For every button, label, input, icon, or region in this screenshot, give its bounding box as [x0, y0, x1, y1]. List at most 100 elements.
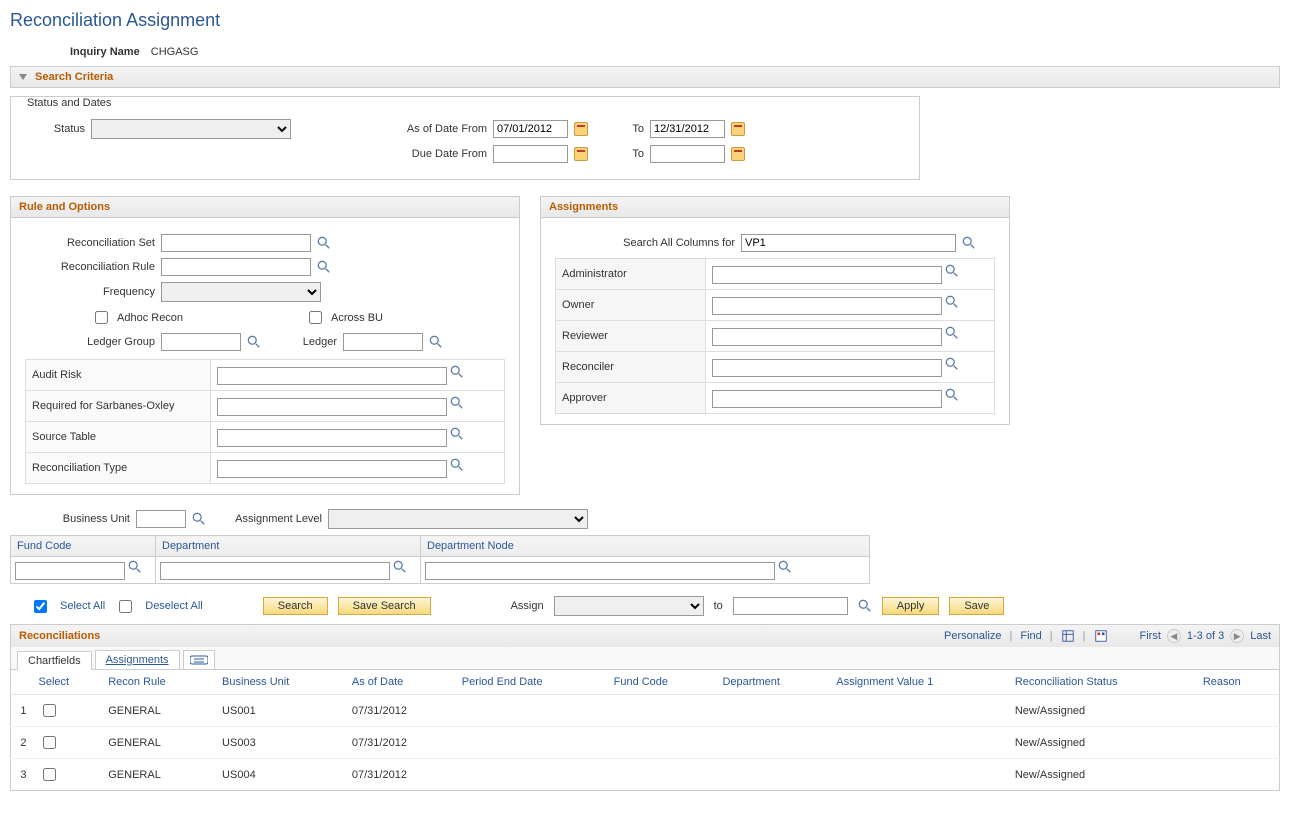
due-to-input[interactable] — [650, 145, 725, 163]
lookup-icon[interactable] — [128, 560, 142, 574]
department-node-input[interactable] — [425, 562, 775, 580]
frequency-select[interactable] — [161, 282, 321, 302]
search-button[interactable]: Search — [263, 597, 328, 615]
deselect-all-link[interactable]: Deselect All — [145, 600, 202, 612]
status-select[interactable] — [91, 119, 291, 139]
calendar-icon[interactable] — [731, 122, 745, 136]
recon-set-input[interactable] — [161, 234, 311, 252]
department-input[interactable] — [160, 562, 390, 580]
recon-rule-input[interactable] — [161, 258, 311, 276]
select-all-checkbox[interactable] — [34, 600, 47, 613]
search-all-input[interactable] — [741, 234, 956, 252]
due-from-input[interactable] — [493, 145, 568, 163]
deselect-all-checkbox[interactable] — [119, 600, 132, 613]
row-select-checkbox[interactable] — [43, 704, 56, 717]
ledger-input[interactable] — [343, 333, 423, 351]
lookup-icon[interactable] — [393, 560, 407, 574]
lookup-icon[interactable] — [945, 388, 959, 402]
save-search-button[interactable]: Save Search — [338, 597, 431, 615]
assignment-level-label: Assignment Level — [212, 513, 322, 525]
calendar-icon[interactable] — [574, 122, 588, 136]
download-icon[interactable] — [1094, 629, 1108, 643]
next-page-button[interactable]: ▶ — [1230, 629, 1244, 643]
inquiry-name-row: Inquiry Name CHGASG — [70, 46, 1280, 58]
last-label[interactable]: Last — [1250, 630, 1271, 642]
grid-column-header[interactable]: Period End Date — [456, 670, 608, 695]
lookup-icon[interactable] — [945, 326, 959, 340]
lookup-icon[interactable] — [247, 335, 261, 349]
tab-assignments[interactable]: Assignments — [95, 650, 180, 669]
grid-column-header[interactable]: As of Date — [346, 670, 456, 695]
lookup-icon[interactable] — [450, 427, 464, 441]
recon-set-label: Reconciliation Set — [25, 237, 155, 249]
apply-button[interactable]: Apply — [882, 597, 940, 615]
as-of-to-input[interactable] — [650, 120, 725, 138]
assignment-role-label: Administrator — [556, 259, 706, 290]
lookup-icon[interactable] — [429, 335, 443, 349]
assign-select[interactable] — [554, 596, 704, 616]
lookup-icon[interactable] — [450, 365, 464, 379]
tab-chartfields[interactable]: Chartfields — [17, 651, 92, 670]
option-attr-input[interactable] — [217, 429, 447, 447]
ledger-group-input[interactable] — [161, 333, 241, 351]
cell-recon-rule: GENERAL — [102, 727, 216, 759]
as-of-from-input[interactable] — [493, 120, 568, 138]
assignment-level-select[interactable] — [328, 509, 588, 529]
across-bu-label: Across BU — [331, 312, 383, 324]
lookup-icon[interactable] — [317, 260, 331, 274]
grid-column-header[interactable]: Department — [716, 670, 830, 695]
fund-code-input[interactable] — [15, 562, 125, 580]
calendar-icon[interactable] — [574, 147, 588, 161]
save-button[interactable]: Save — [949, 597, 1004, 615]
lookup-icon[interactable] — [945, 264, 959, 278]
lookup-icon[interactable] — [450, 458, 464, 472]
lookup-icon[interactable] — [317, 236, 331, 250]
status-dates-title: Status and Dates — [25, 97, 905, 109]
prev-page-button[interactable]: ◀ — [1167, 629, 1181, 643]
row-select-checkbox[interactable] — [43, 736, 56, 749]
grid-column-header[interactable]: Reconciliation Status — [1009, 670, 1197, 695]
assignment-role-input[interactable] — [712, 328, 942, 346]
assignment-role-input[interactable] — [712, 266, 942, 284]
assignment-role-input[interactable] — [712, 297, 942, 315]
grid-column-header[interactable]: Business Unit — [216, 670, 346, 695]
personalize-link[interactable]: Personalize — [944, 630, 1001, 642]
search-criteria-header[interactable]: Search Criteria — [10, 66, 1280, 88]
zoom-icon[interactable] — [1061, 629, 1075, 643]
grid-column-header[interactable]: Select — [33, 670, 103, 695]
assign-to-input[interactable] — [733, 597, 848, 615]
cell-period-end — [456, 727, 608, 759]
fund-code-header[interactable]: Fund Code — [11, 536, 156, 557]
department-header[interactable]: Department — [156, 536, 421, 557]
lookup-icon[interactable] — [858, 599, 872, 613]
cell-as-of-date: 07/31/2012 — [346, 759, 456, 791]
option-attr-input[interactable] — [217, 398, 447, 416]
lookup-icon[interactable] — [962, 236, 976, 250]
find-link[interactable]: Find — [1020, 630, 1041, 642]
ledger-group-label: Ledger Group — [25, 336, 155, 348]
lookup-icon[interactable] — [192, 512, 206, 526]
business-unit-input[interactable] — [136, 510, 186, 528]
grid-column-header[interactable]: Assignment Value 1 — [830, 670, 1009, 695]
row-select-checkbox[interactable] — [43, 768, 56, 781]
lookup-icon[interactable] — [450, 396, 464, 410]
lookup-icon[interactable] — [945, 357, 959, 371]
assignment-role-input[interactable] — [712, 390, 942, 408]
grid-column-header[interactable]: Recon Rule — [102, 670, 216, 695]
select-all-link[interactable]: Select All — [60, 600, 105, 612]
assignment-role-input[interactable] — [712, 359, 942, 377]
department-node-header[interactable]: Department Node — [421, 536, 870, 557]
calendar-icon[interactable] — [731, 147, 745, 161]
cell-status: New/Assigned — [1009, 759, 1197, 791]
option-attr-input[interactable] — [217, 460, 447, 478]
lookup-icon[interactable] — [945, 295, 959, 309]
show-all-columns-icon[interactable] — [183, 650, 215, 669]
grid-column-header[interactable]: Reason — [1197, 670, 1280, 695]
adhoc-checkbox[interactable] — [95, 311, 108, 324]
grid-column-header[interactable]: Fund Code — [608, 670, 717, 695]
across-bu-checkbox[interactable] — [309, 311, 322, 324]
lookup-icon[interactable] — [778, 560, 792, 574]
first-label[interactable]: First — [1140, 630, 1161, 642]
assignments-group: Assignments Search All Columns for Admin… — [540, 196, 1010, 425]
option-attr-input[interactable] — [217, 367, 447, 385]
